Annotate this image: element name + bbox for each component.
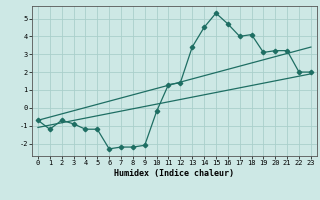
X-axis label: Humidex (Indice chaleur): Humidex (Indice chaleur) bbox=[115, 169, 234, 178]
